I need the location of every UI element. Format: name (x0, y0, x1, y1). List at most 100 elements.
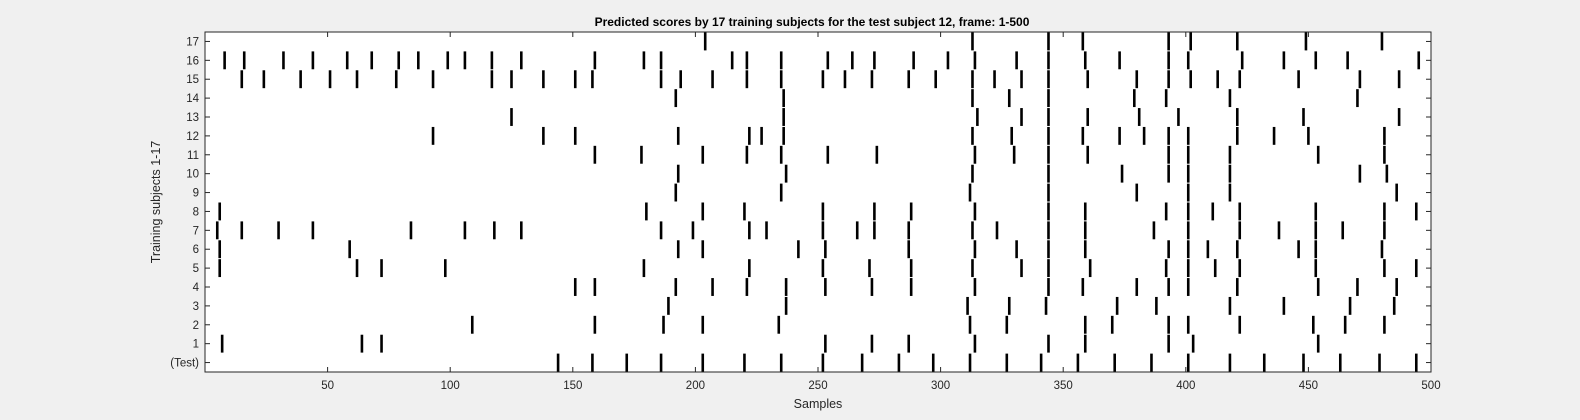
tick-layer: 50 100 150 200 250 300 350 400 450 500(Test)12345… (170, 32, 1441, 392)
event-mark (1235, 278, 1239, 296)
event-mark (1164, 202, 1168, 221)
event-mark (824, 334, 827, 353)
event-mark (1314, 202, 1318, 221)
event-mark (779, 51, 783, 70)
event-mark (1302, 353, 1305, 372)
y-tick-label: 5 (193, 263, 199, 275)
event-mark (1383, 315, 1386, 334)
event-mark (345, 51, 349, 70)
event-mark (1191, 334, 1195, 353)
event-mark (1314, 221, 1318, 240)
event-mark (1397, 108, 1401, 126)
event-mark (782, 89, 785, 108)
event-mark (1397, 70, 1401, 89)
event-mark (1238, 315, 1242, 334)
event-mark (824, 278, 827, 296)
event-mark (701, 240, 705, 259)
x-tick-label: 50 (321, 380, 334, 392)
event-mark (215, 221, 219, 240)
event-mark (1235, 108, 1239, 126)
event-mark (573, 278, 577, 296)
event-mark (1238, 70, 1242, 89)
plot-area (205, 32, 1431, 372)
event-mark (218, 202, 222, 221)
event-mark (875, 145, 879, 164)
event-mark (907, 240, 911, 259)
event-mark (993, 70, 996, 89)
event-mark (821, 221, 825, 240)
event-mark (971, 259, 974, 278)
event-mark (1186, 353, 1190, 372)
event-mark (1086, 145, 1090, 164)
event-mark (826, 145, 830, 164)
event-mark (968, 353, 972, 372)
event-mark (1346, 51, 1349, 70)
event-mark (1047, 108, 1050, 126)
event-mark (282, 51, 285, 70)
event-mark (909, 202, 913, 221)
event-mark (591, 353, 594, 372)
event-mark (1383, 259, 1386, 278)
event-mark (777, 315, 781, 334)
event-mark (1356, 278, 1359, 296)
event-mark (1020, 108, 1023, 126)
event-mark (1135, 183, 1139, 202)
event-mark (745, 70, 749, 89)
event-mark (1312, 315, 1315, 334)
x-axis-label: Samples (794, 397, 843, 411)
event-mark (360, 334, 364, 353)
event-mark (1414, 353, 1418, 372)
event-mark (1133, 89, 1136, 108)
event-mark (1083, 315, 1087, 334)
event-mark (971, 32, 974, 51)
event-mark (1020, 259, 1023, 278)
event-mark (868, 259, 871, 278)
event-mark (397, 51, 401, 70)
event-mark (417, 51, 420, 70)
event-mark (909, 259, 913, 278)
event-mark (821, 259, 825, 278)
event-mark (1228, 89, 1232, 108)
event-mark (1383, 126, 1386, 145)
event-mark (1012, 145, 1016, 164)
event-mark (262, 70, 266, 89)
event-mark (1086, 108, 1090, 126)
y-axis-label: Training subjects 1-17 (149, 141, 163, 264)
event-mark (1186, 145, 1190, 164)
event-mark (1414, 259, 1418, 278)
event-mark (1047, 164, 1050, 183)
event-mark (743, 353, 746, 372)
event-mark (971, 89, 974, 108)
event-mark (220, 334, 224, 353)
event-mark (593, 315, 597, 334)
event-mark (1167, 51, 1170, 70)
event-mark (1392, 296, 1396, 315)
x-tick-label: 200 (686, 380, 705, 392)
event-mark (1395, 183, 1398, 202)
event-mark (510, 70, 513, 89)
y-tick-label: 9 (193, 188, 199, 200)
event-mark (973, 51, 977, 70)
event-mark (667, 296, 670, 315)
event-mark (1113, 353, 1116, 372)
event-mark (870, 278, 874, 296)
event-mark (745, 278, 749, 296)
event-mark (691, 221, 695, 240)
event-mark (1314, 240, 1318, 259)
event-mark (1186, 183, 1190, 202)
event-mark (674, 89, 678, 108)
event-mark (1383, 145, 1386, 164)
marks-layer (215, 32, 1421, 372)
event-mark (1206, 240, 1210, 259)
event-mark (1358, 70, 1362, 89)
event-mark (1235, 126, 1239, 145)
event-mark (826, 51, 830, 70)
event-mark (1316, 278, 1320, 296)
event-mark (1238, 202, 1242, 221)
event-mark (1005, 353, 1009, 372)
event-mark (1228, 183, 1232, 202)
event-mark (1167, 315, 1170, 334)
event-mark (1383, 221, 1386, 240)
event-mark (1238, 221, 1242, 240)
event-mark (1186, 259, 1190, 278)
